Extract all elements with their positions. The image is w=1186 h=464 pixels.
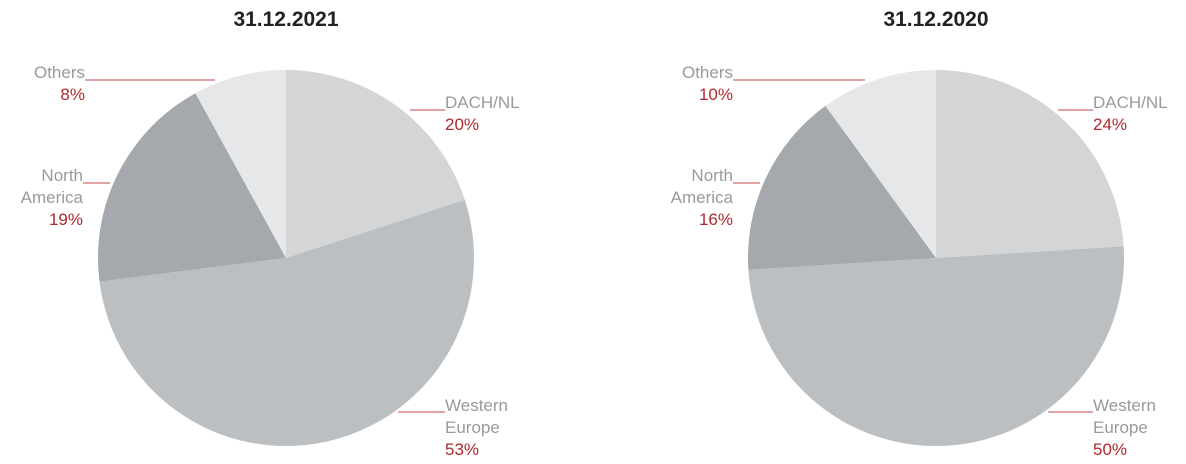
pie-slice bbox=[747, 105, 936, 270]
pie-slice bbox=[97, 93, 286, 282]
slice-label: North America 16% bbox=[653, 165, 733, 231]
value-label: 8% bbox=[60, 85, 85, 104]
value-label: 16% bbox=[698, 210, 733, 229]
category-label: North America bbox=[20, 166, 83, 207]
value-label: 20% bbox=[445, 115, 480, 134]
slice-label: Western Europe 50% bbox=[1093, 395, 1173, 461]
category-label: North America bbox=[670, 166, 733, 207]
slice-label: Others 8% bbox=[5, 62, 85, 106]
category-label: Western Europe bbox=[445, 396, 508, 437]
pie-slice bbox=[748, 246, 1124, 446]
chart-title: 31.12.2020 bbox=[883, 8, 989, 31]
pie-slice bbox=[99, 199, 475, 447]
slice-label: Others 10% bbox=[653, 62, 733, 106]
pie-slice bbox=[825, 70, 936, 258]
pie-slice bbox=[195, 70, 286, 258]
slice-label: DACH/NL 20% bbox=[445, 92, 525, 136]
category-label: Others bbox=[681, 63, 733, 82]
value-label: 53% bbox=[445, 440, 480, 459]
pie-slice bbox=[286, 70, 465, 258]
chart-title: 31.12.2021 bbox=[233, 8, 339, 31]
slice-label: DACH/NL 24% bbox=[1093, 92, 1173, 136]
slice-label: North America 19% bbox=[3, 165, 83, 231]
category-label: DACH/NL bbox=[1093, 93, 1168, 112]
value-label: 10% bbox=[698, 85, 733, 104]
category-label: DACH/NL bbox=[445, 93, 520, 112]
slice-label: Western Europe 53% bbox=[445, 395, 525, 461]
value-label: 24% bbox=[1093, 115, 1128, 134]
value-label: 50% bbox=[1093, 440, 1128, 459]
pie-slice bbox=[936, 70, 1124, 258]
category-label: Western Europe bbox=[1093, 396, 1156, 437]
value-label: 19% bbox=[48, 210, 83, 229]
category-label: Others bbox=[33, 63, 85, 82]
